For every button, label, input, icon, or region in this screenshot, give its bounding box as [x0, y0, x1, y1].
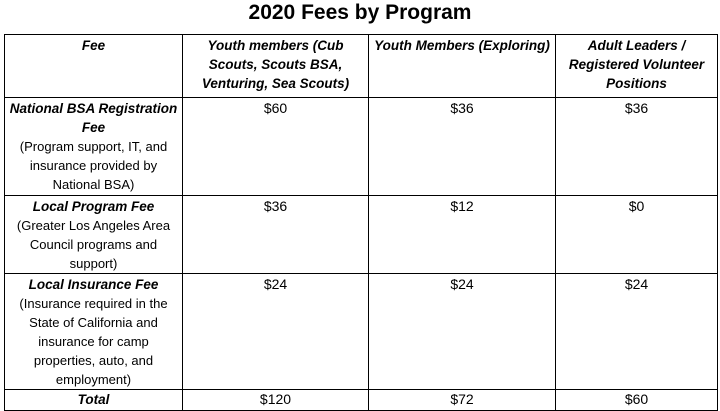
table-row: Local Program Fee (Greater Los Angeles A… — [4, 195, 718, 274]
table-header-row: Fee Youth members (Cub Scouts, Scouts BS… — [4, 34, 718, 98]
amount-cell: $24 — [182, 273, 369, 390]
amount-cell: $36 — [555, 97, 718, 196]
amount-cell: $36 — [368, 97, 556, 196]
column-header-youth-exploring: Youth Members (Exploring) — [368, 34, 556, 98]
total-amount-cell: $120 — [182, 389, 369, 411]
fee-description: (Insurance required in the State of Cali… — [19, 296, 168, 387]
table-row: Local Insurance Fee (Insurance required … — [4, 273, 718, 390]
column-header-youth-members: Youth members (Cub Scouts, Scouts BSA, V… — [182, 34, 369, 98]
fee-description: (Program support, IT, and insurance prov… — [19, 139, 168, 192]
amount-cell: $24 — [368, 273, 556, 390]
amount-cell: $0 — [555, 195, 718, 274]
fee-cell: Local Program Fee (Greater Los Angeles A… — [4, 195, 183, 274]
fee-name: National BSA Registration Fee — [9, 101, 178, 135]
total-amount-cell: $72 — [368, 389, 556, 411]
fee-cell: National BSA Registration Fee (Program s… — [4, 97, 183, 196]
total-amount-cell: $60 — [555, 389, 718, 411]
table-row: National BSA Registration Fee (Program s… — [4, 97, 718, 196]
column-header-adult-leaders: Adult Leaders / Registered Volunteer Pos… — [555, 34, 718, 98]
fee-description: (Greater Los Angeles Area Council progra… — [16, 218, 171, 271]
amount-cell: $60 — [182, 97, 369, 196]
total-label: Total — [4, 389, 183, 411]
amount-cell: $24 — [555, 273, 718, 390]
fee-name: Local Insurance Fee — [28, 277, 159, 292]
fees-table: Fee Youth members (Cub Scouts, Scouts BS… — [4, 34, 718, 411]
fee-cell: Local Insurance Fee (Insurance required … — [4, 273, 183, 390]
amount-cell: $12 — [368, 195, 556, 274]
total-row: Total $120 $72 $60 — [4, 389, 718, 411]
amount-cell: $36 — [182, 195, 369, 274]
fee-name: Local Program Fee — [32, 199, 155, 214]
column-header-fee: Fee — [4, 34, 183, 98]
page-title: 2020 Fees by Program — [248, 1, 472, 24]
